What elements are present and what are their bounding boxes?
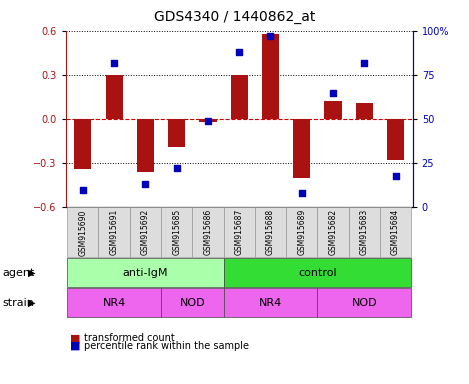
Bar <box>293 119 310 178</box>
Text: GSM915691: GSM915691 <box>110 209 119 255</box>
Text: transformed count: transformed count <box>84 333 175 343</box>
Bar <box>325 101 341 119</box>
Text: strain: strain <box>2 298 34 308</box>
Text: ■: ■ <box>70 341 81 351</box>
Text: ▶: ▶ <box>28 268 36 278</box>
Text: anti-IgM: anti-IgM <box>122 268 168 278</box>
Text: GSM915685: GSM915685 <box>172 209 181 255</box>
Text: NOD: NOD <box>351 298 377 308</box>
Bar <box>137 119 154 172</box>
Bar <box>356 103 373 119</box>
Point <box>392 172 399 179</box>
Text: GSM915683: GSM915683 <box>360 209 369 255</box>
Text: ▶: ▶ <box>28 298 36 308</box>
Point <box>79 187 87 193</box>
Point <box>235 49 243 55</box>
Bar <box>74 119 91 169</box>
Point <box>110 60 118 66</box>
Bar <box>231 75 248 119</box>
Text: control: control <box>298 268 337 278</box>
Point <box>329 89 337 96</box>
Text: GDS4340 / 1440862_at: GDS4340 / 1440862_at <box>154 10 315 23</box>
Bar <box>168 119 185 147</box>
Text: NR4: NR4 <box>259 298 282 308</box>
Text: GSM915692: GSM915692 <box>141 209 150 255</box>
Text: NOD: NOD <box>180 298 205 308</box>
Text: ■: ■ <box>70 333 81 343</box>
Bar <box>199 119 217 122</box>
Text: GSM915690: GSM915690 <box>78 209 87 255</box>
Bar <box>387 119 404 160</box>
Point <box>267 33 274 39</box>
Text: percentile rank within the sample: percentile rank within the sample <box>84 341 250 351</box>
Point <box>204 118 212 124</box>
Text: NR4: NR4 <box>103 298 126 308</box>
Text: GSM915684: GSM915684 <box>391 209 400 255</box>
Bar <box>106 75 123 119</box>
Text: GSM915682: GSM915682 <box>328 209 338 255</box>
Point <box>142 181 149 187</box>
Text: agent: agent <box>2 268 35 278</box>
Point <box>173 166 181 172</box>
Point <box>361 60 368 66</box>
Text: GSM915686: GSM915686 <box>204 209 212 255</box>
Text: GSM915688: GSM915688 <box>266 209 275 255</box>
Bar <box>262 34 279 119</box>
Point <box>298 190 305 196</box>
Text: GSM915687: GSM915687 <box>234 209 244 255</box>
Text: GSM915689: GSM915689 <box>297 209 306 255</box>
